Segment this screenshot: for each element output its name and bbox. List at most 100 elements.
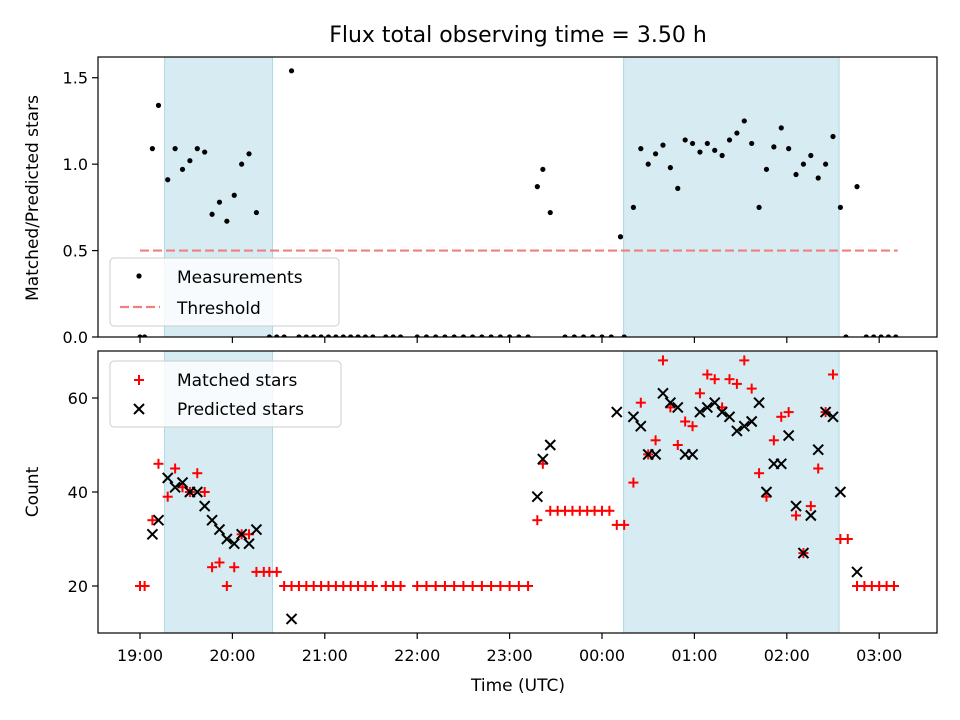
- x-tick-label: 00:00: [579, 646, 625, 665]
- predicted-star-point: [745, 415, 758, 428]
- predicted-star-point: [738, 420, 751, 432]
- x-tick-label: 02:00: [764, 646, 810, 665]
- measurement-point: [562, 334, 568, 337]
- matched-star-point: [486, 581, 497, 591]
- matched-star-point: [724, 374, 735, 385]
- predicted-star-point: [152, 514, 165, 526]
- measurement-point: [414, 334, 420, 337]
- predicted-star-point: [250, 523, 263, 536]
- measurement-point: [815, 175, 821, 181]
- measurement-point: [516, 334, 522, 337]
- matched-star-point: [709, 374, 720, 385]
- legend-marker-measurements: [136, 273, 142, 279]
- measurement-point: [137, 334, 143, 337]
- measurement-point: [488, 334, 494, 337]
- measurement-point: [645, 161, 651, 167]
- measurement-point: [155, 102, 162, 108]
- measurement-point: [165, 177, 171, 183]
- matched-star-point: [842, 534, 853, 544]
- measurement-point: [823, 161, 829, 167]
- measurement-point: [216, 199, 223, 205]
- predicted-star-point: [716, 406, 728, 418]
- measurement-point: [296, 334, 302, 337]
- measurement-point: [507, 334, 513, 337]
- measurement-point: [540, 166, 546, 172]
- x-tick-label: 19:00: [117, 646, 163, 665]
- predicted-star-point: [694, 406, 706, 418]
- measurement-point: [726, 137, 733, 143]
- matched-star-point: [439, 581, 450, 591]
- y-tick-label: 1.0: [63, 155, 88, 174]
- x-tick-label: 01:00: [671, 646, 717, 665]
- y-tick-label: 60: [68, 389, 88, 408]
- measurement-point: [608, 334, 614, 337]
- matched-star-point: [635, 397, 646, 408]
- y-tick-label: 1.5: [63, 69, 88, 88]
- predicted-star-point: [731, 425, 743, 437]
- predicted-star-point: [782, 429, 795, 442]
- matched-star-point: [731, 378, 742, 389]
- matched-star-point: [271, 566, 282, 577]
- measurement-point: [266, 334, 272, 337]
- matched-star-point: [783, 407, 794, 418]
- x-axis-label: Time (UTC): [470, 676, 565, 696]
- matched-star-point: [153, 458, 164, 469]
- measurement-point: [534, 184, 540, 190]
- y-tick-label: 0.5: [63, 242, 88, 261]
- measurement-point: [239, 161, 245, 167]
- measurement-point: [325, 334, 332, 337]
- matched-star-point: [430, 581, 441, 591]
- measurement-point: [149, 146, 155, 152]
- measurement-point: [224, 218, 230, 224]
- measurement-point: [172, 146, 178, 152]
- matched-star-point: [504, 581, 515, 591]
- predicted-star-point: [611, 406, 623, 418]
- predicted-star-point: [834, 486, 847, 498]
- measurement-point: [202, 149, 208, 155]
- measurement-point: [771, 144, 777, 150]
- y-tick-label: 40: [68, 483, 88, 502]
- y-axis-label-top: Matched/Predicted stars: [23, 95, 43, 301]
- matched-star-point: [604, 505, 615, 516]
- measurement-point: [246, 151, 252, 157]
- measurement-point: [194, 146, 200, 152]
- measurement-point: [712, 147, 718, 153]
- matched-star-point: [657, 355, 668, 366]
- matched-star-point: [221, 581, 232, 591]
- matched-star-point: [828, 369, 838, 380]
- predicted-star-point: [760, 486, 773, 498]
- predicted-star-point: [635, 420, 647, 432]
- predicted-star-point: [753, 396, 765, 409]
- matched-star-point: [170, 463, 181, 474]
- measurement-point: [854, 184, 860, 190]
- measurement-point: [749, 140, 755, 147]
- matched-star-point: [776, 411, 787, 422]
- legend-label-measurements: Measurements: [177, 268, 303, 288]
- measurement-point: [580, 334, 587, 337]
- measurement-point: [843, 334, 849, 337]
- matched-star-point: [739, 355, 750, 366]
- measurement-point: [281, 334, 287, 337]
- predicted-star-point: [649, 448, 662, 461]
- matched-star-point: [680, 416, 691, 427]
- matched-star-point: [694, 388, 705, 399]
- measurement-point: [547, 209, 553, 216]
- predicted-star-point: [797, 547, 810, 559]
- matched-star-point: [412, 581, 423, 591]
- matched-star-point: [791, 510, 802, 521]
- measurement-point: [878, 334, 884, 337]
- measurement-point: [311, 334, 317, 337]
- measurement-point: [719, 152, 725, 159]
- plot-area-top: [137, 57, 899, 337]
- y-tick-label: 20: [68, 577, 88, 596]
- predicted-star-point: [657, 387, 669, 400]
- legend-label-predicted: Predicted stars: [177, 400, 304, 420]
- measurement-point: [793, 171, 799, 178]
- axes-frame-top: [97, 56, 938, 338]
- measurement-point: [187, 158, 193, 164]
- matched-star-point: [199, 487, 210, 497]
- legend-top: Measurements Threshold: [109, 257, 340, 327]
- predicted-star-point: [827, 411, 839, 423]
- measurement-point: [383, 334, 389, 337]
- predicted-star-point: [701, 401, 714, 414]
